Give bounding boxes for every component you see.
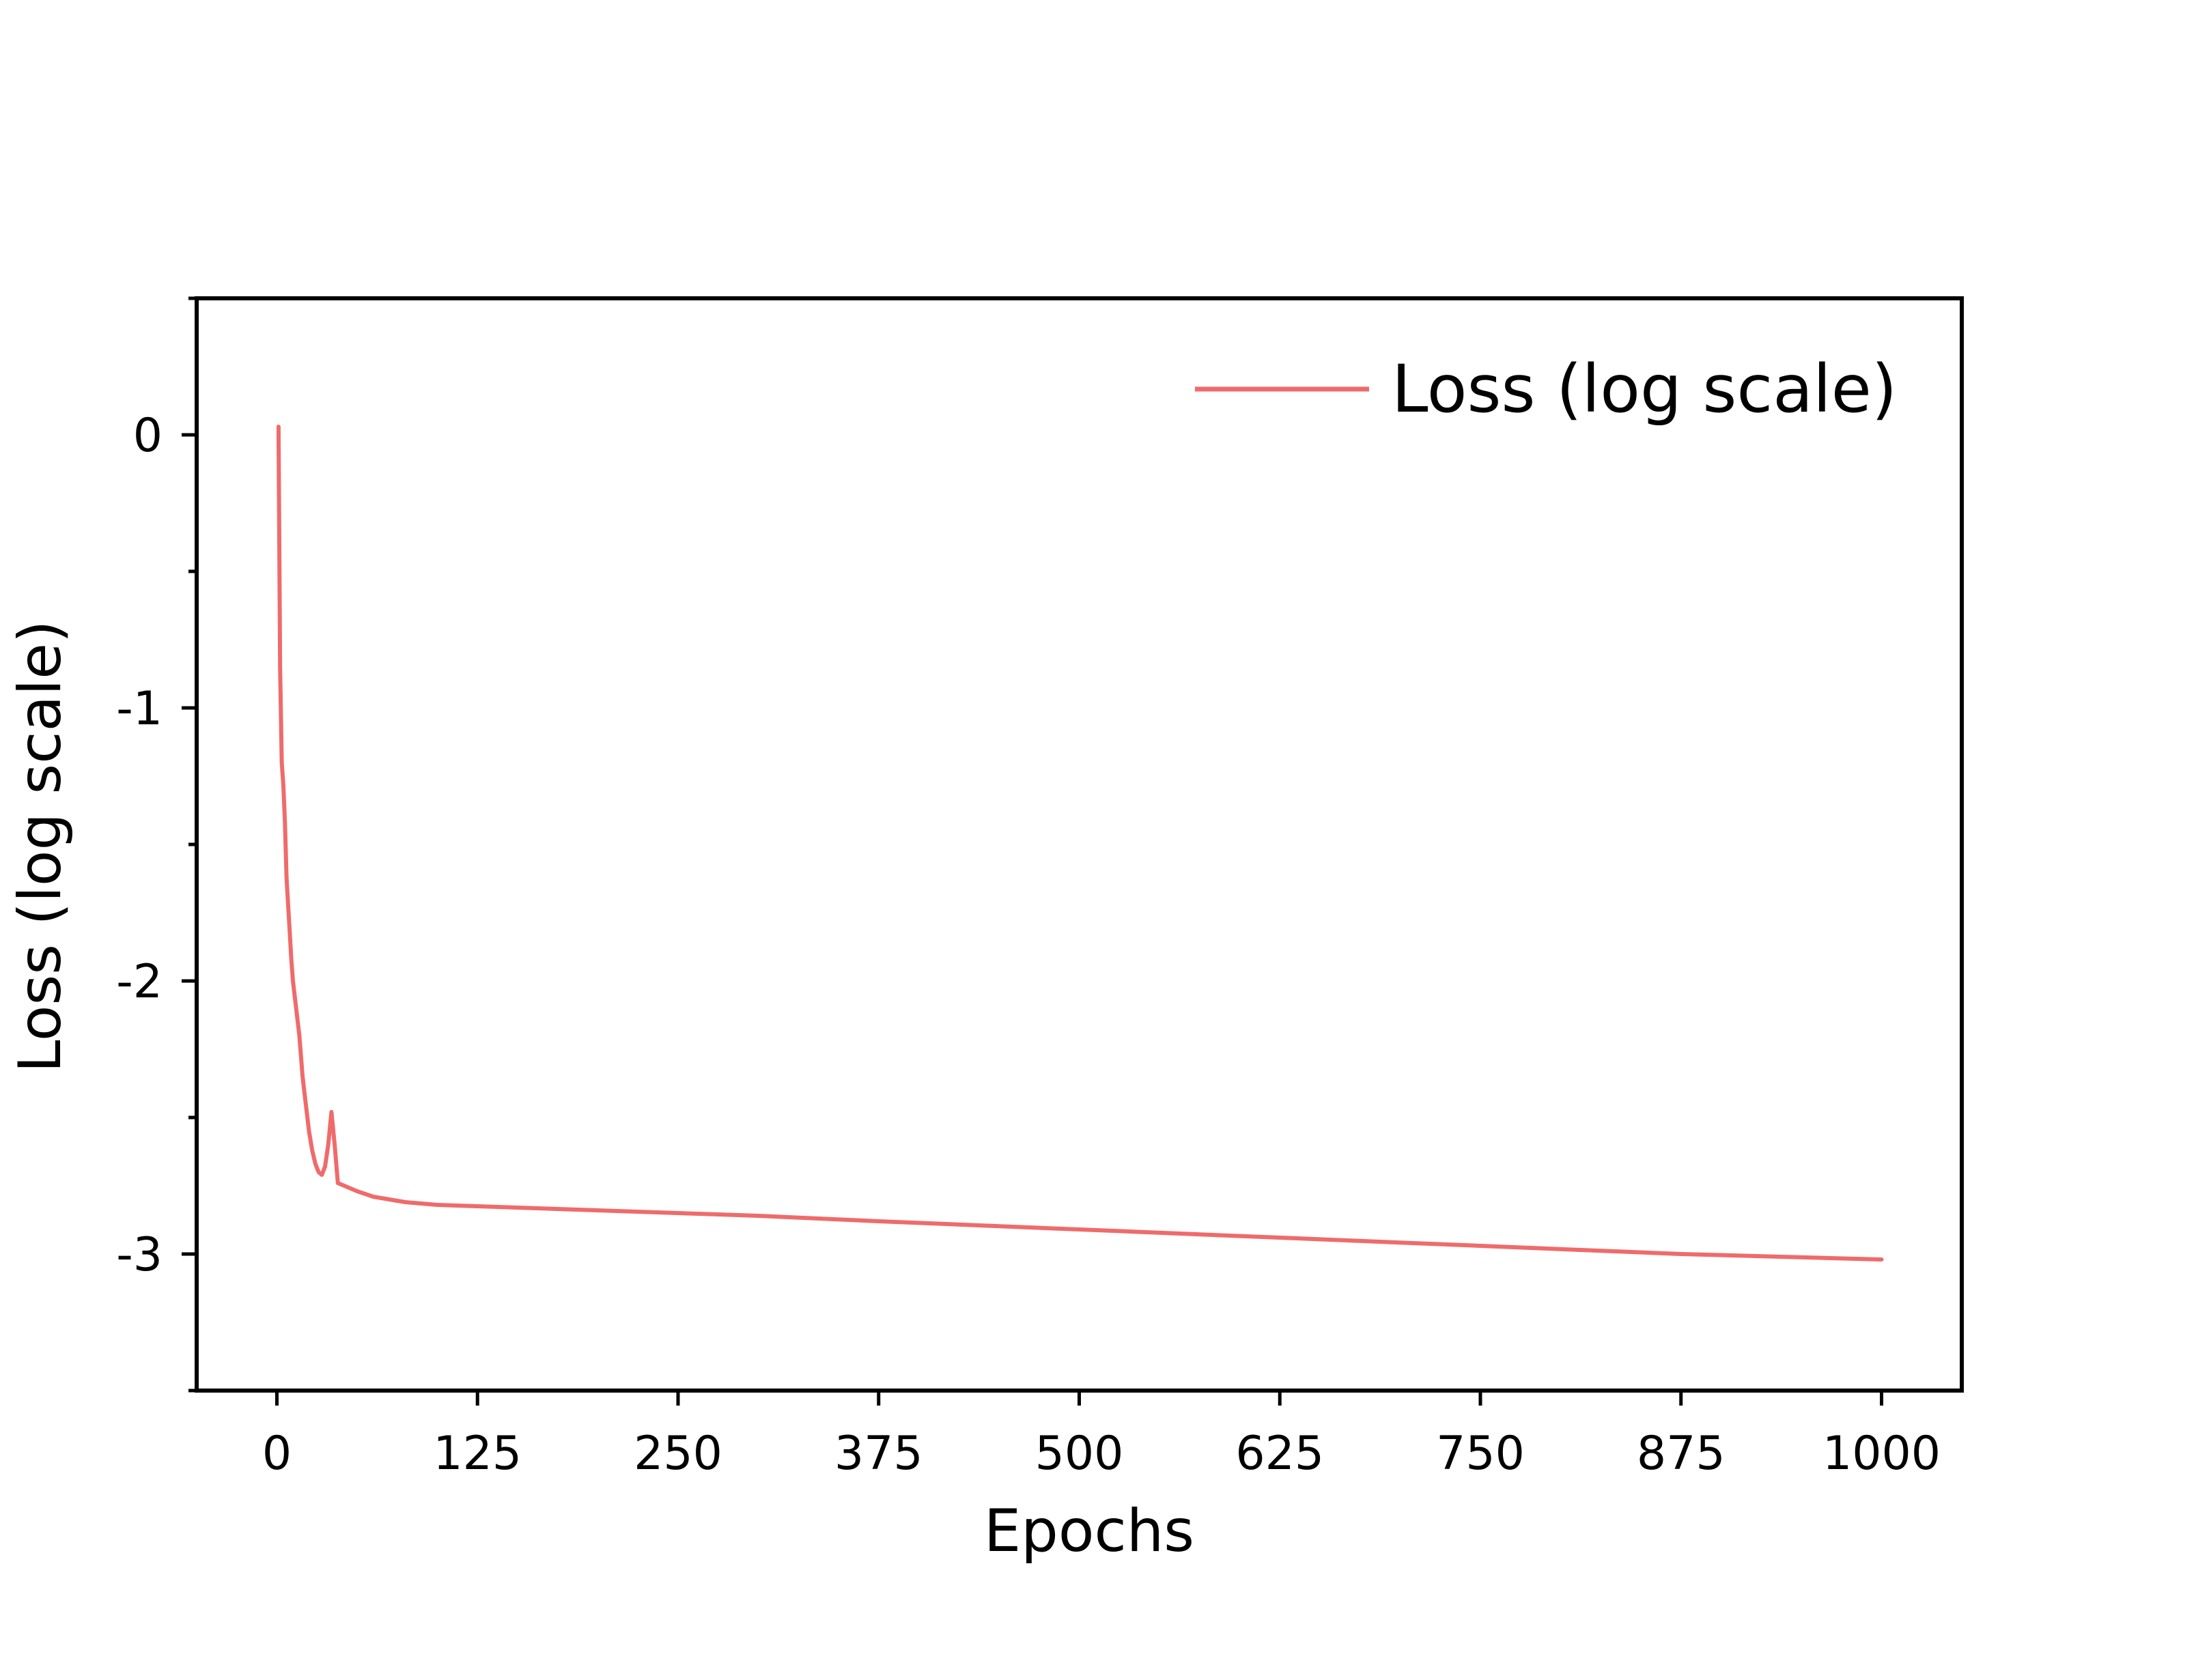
x-tick-label: 750 [1436, 1427, 1525, 1481]
x-tick-label: 1000 [1822, 1427, 1941, 1481]
x-tick-label: 625 [1235, 1427, 1324, 1481]
x-tick-label: 500 [1035, 1427, 1124, 1481]
loss-series-line [276, 425, 1884, 1262]
legend: Loss (log scale) [1195, 351, 1897, 427]
y-axis-title: Loss (log scale) [6, 620, 74, 1072]
x-tick-label: 875 [1637, 1427, 1726, 1481]
x-tick-label: 250 [634, 1427, 722, 1481]
x-tick-label: 125 [433, 1427, 522, 1481]
y-tick-label: 0 [133, 409, 163, 463]
y-axis: 0 -1 -2 -3 [116, 296, 197, 1393]
x-tick-label: 0 [262, 1427, 292, 1481]
x-axis-title: Epochs [984, 1497, 1194, 1565]
y-tick-label: -1 [116, 682, 163, 736]
legend-label: Loss (log scale) [1392, 351, 1897, 427]
x-tick-label: 375 [834, 1427, 923, 1481]
x-axis: 0 125 250 375 500 625 750 875 1000 [262, 1391, 1941, 1481]
plot-area [276, 425, 1884, 1262]
plot-frame [195, 296, 1964, 1393]
y-tick-label: -2 [116, 955, 163, 1009]
y-tick-label: -3 [116, 1228, 163, 1282]
